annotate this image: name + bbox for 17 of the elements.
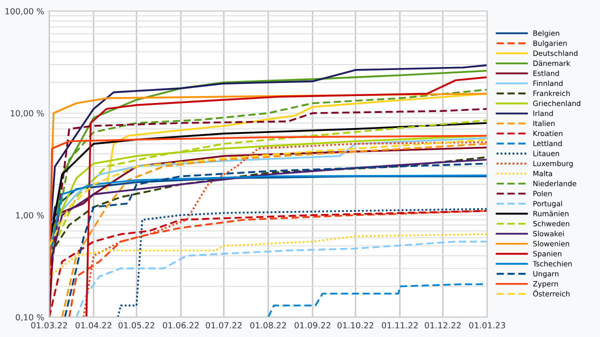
x-tick-label: 01.06.22 (162, 322, 199, 328)
line-series (49, 233, 488, 278)
x-tick-label: 01.03.22 (31, 322, 67, 328)
x-tick-label: 01.07.22 (206, 322, 242, 328)
x-tick-label: 01.10.22 (338, 322, 374, 328)
line-series (75, 240, 488, 318)
x-tick-label: 01.01.23 (469, 322, 506, 328)
x-tick-label: 01.11.22 (382, 322, 418, 328)
y-tick-label: 10,00 % (10, 110, 44, 118)
y-tick-label: 100,00 % (6, 8, 44, 16)
x-tick-label: 01.08.22 (250, 322, 286, 328)
y-tick-label: 0,10 % (16, 314, 44, 322)
x-tick-label: 01.04.22 (76, 322, 112, 328)
x-tick-label: 01.12.22 (424, 322, 461, 328)
x-tick-label: 01.09.22 (294, 322, 330, 328)
x-tick-label: 01.05.22 (118, 322, 154, 328)
y-tick-label: 1,00 % (16, 212, 44, 220)
